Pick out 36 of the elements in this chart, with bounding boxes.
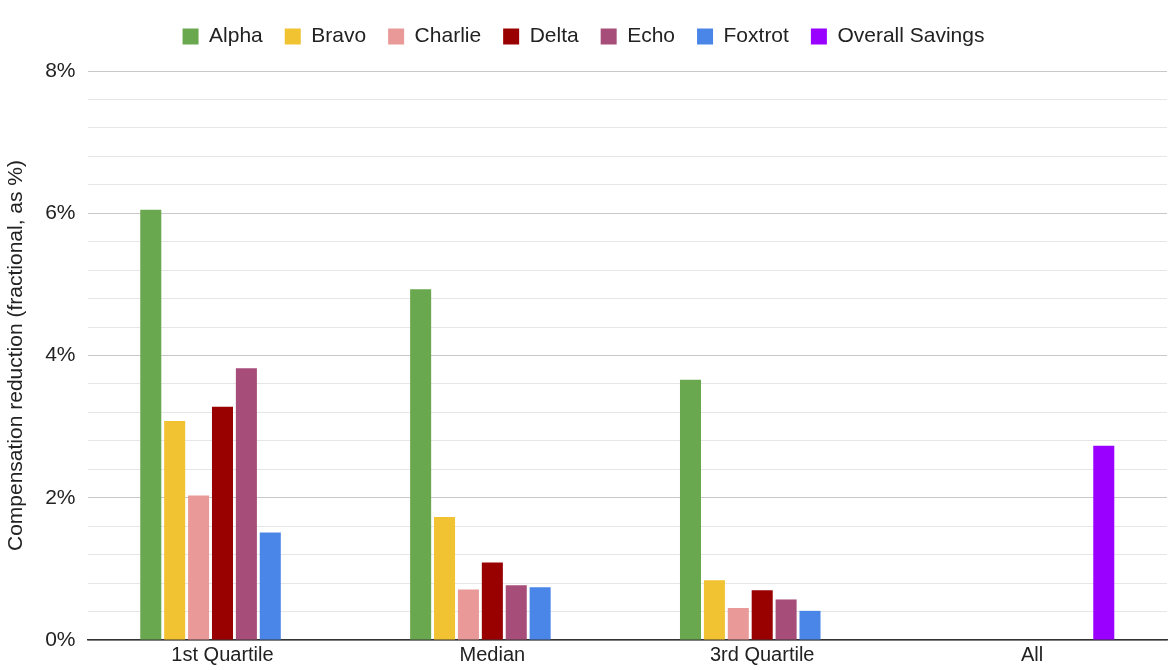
x-tick-label: 1st Quartile — [171, 642, 274, 665]
bar — [211, 406, 233, 640]
y-tick-label: 6% — [45, 200, 76, 224]
x-tick-label: 3rd Quartile — [709, 642, 815, 665]
y-tick-label: 8% — [45, 57, 76, 81]
legend-label: Foxtrot — [723, 23, 790, 47]
bar — [505, 585, 527, 640]
bar — [679, 379, 702, 640]
bar — [259, 532, 281, 640]
legend-label: Charlie — [414, 23, 482, 47]
y-axis-title: Compensation reduction (fractional, as %) — [3, 159, 27, 552]
bar — [775, 599, 797, 640]
x-tick-label: All — [1020, 642, 1044, 665]
bar — [799, 610, 821, 640]
bar — [140, 209, 162, 640]
legend-label: Bravo — [311, 23, 367, 47]
bar — [727, 607, 749, 640]
x-tick-label: Median — [459, 642, 526, 665]
bar — [457, 589, 479, 640]
bar — [529, 587, 551, 640]
bar — [164, 420, 186, 640]
bar — [410, 289, 432, 640]
y-tick-label: 2% — [45, 484, 76, 508]
legend-label: Alpha — [209, 23, 264, 47]
legend-label: Echo — [627, 23, 676, 47]
bar — [235, 368, 257, 640]
bar — [481, 562, 503, 640]
y-tick-label: 0% — [45, 626, 76, 650]
bar — [703, 580, 725, 640]
bar — [434, 516, 456, 640]
bar — [751, 590, 773, 640]
bar — [188, 495, 210, 640]
legend-label: Overall Savings — [837, 23, 985, 47]
y-tick-label: 4% — [45, 342, 76, 366]
bar — [1093, 445, 1115, 640]
legend-label: Delta — [529, 23, 579, 47]
